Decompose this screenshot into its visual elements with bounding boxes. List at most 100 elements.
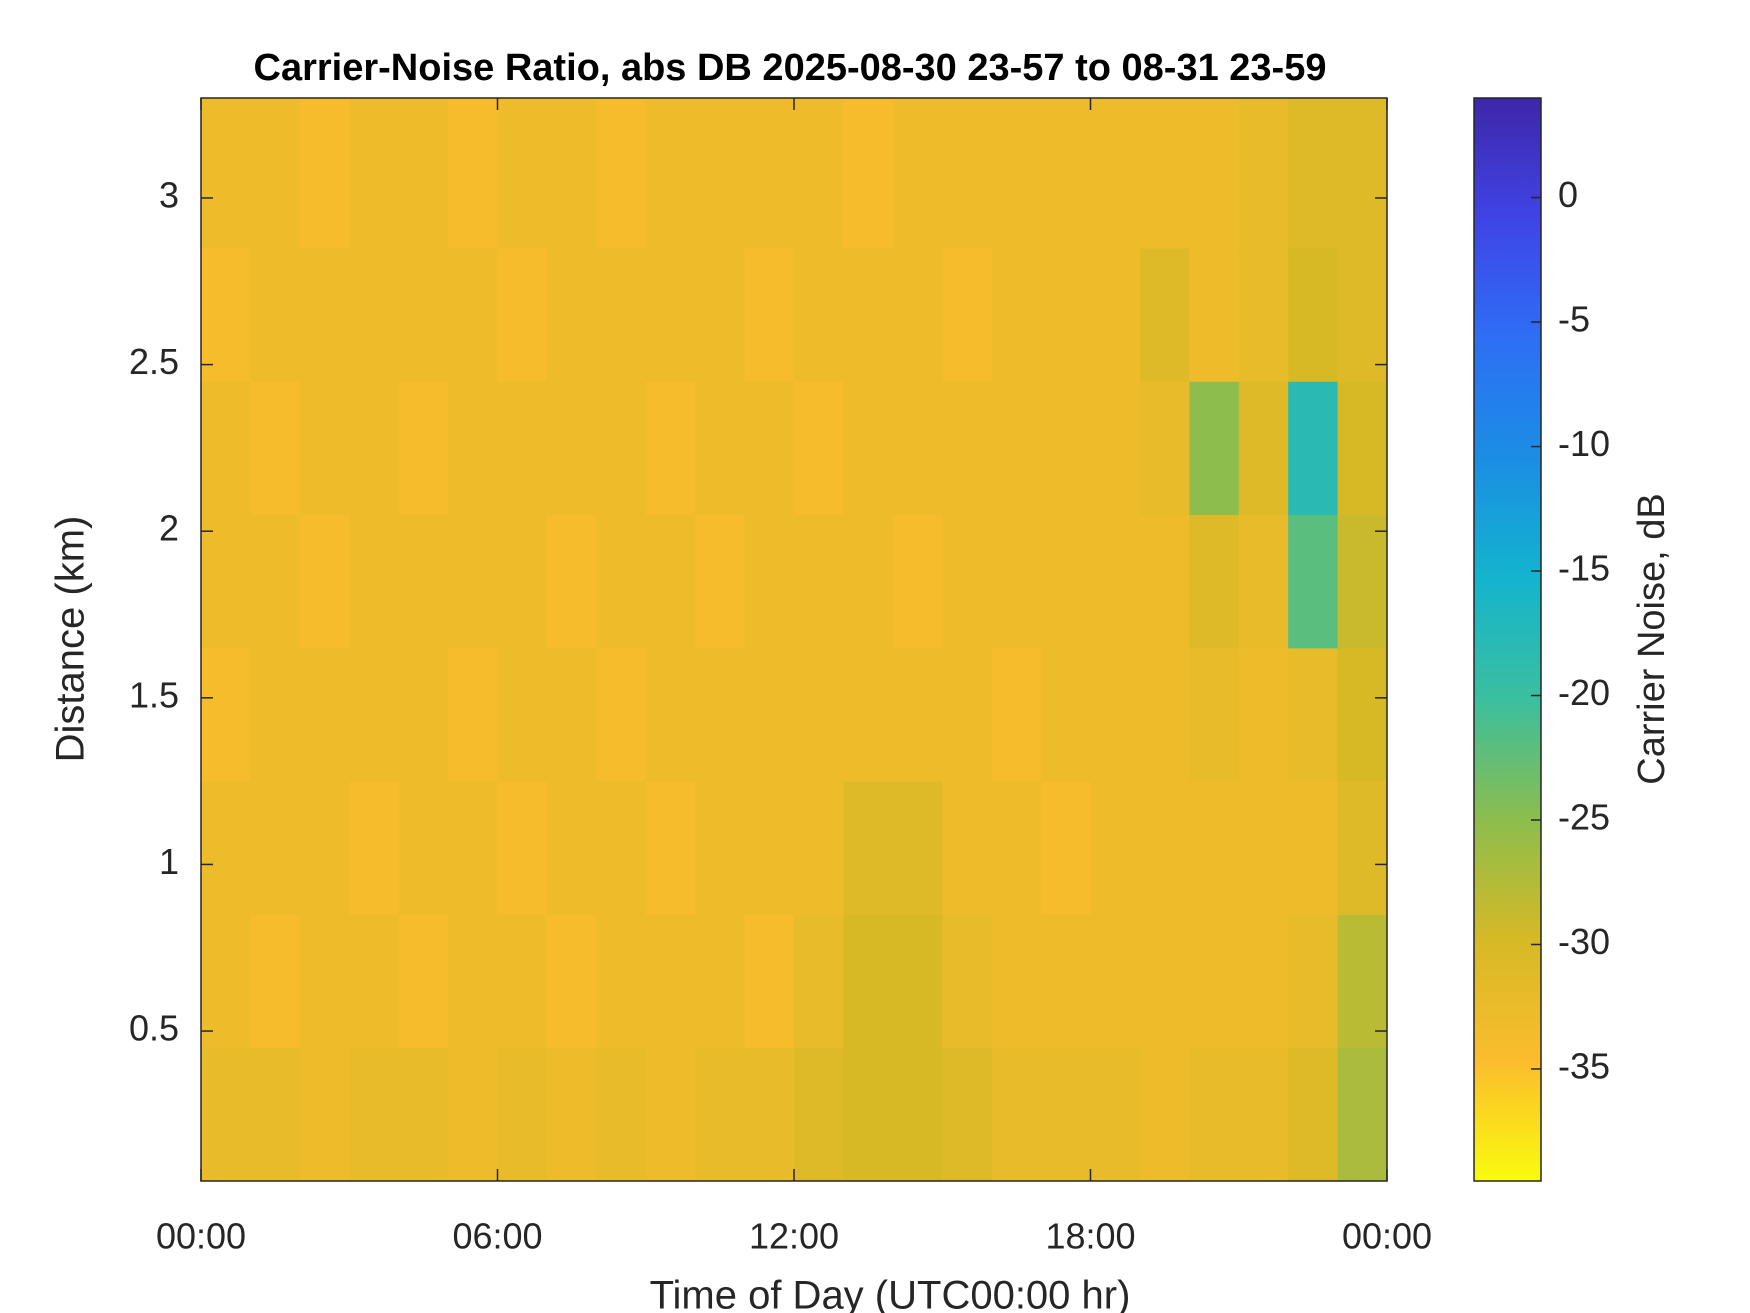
- y-tick-label: 0.5: [129, 1008, 179, 1049]
- heat-cell: [843, 914, 894, 1049]
- heat-cell: [596, 647, 647, 782]
- heat-cell: [695, 647, 746, 782]
- heat-cell: [1189, 247, 1240, 382]
- heat-cell: [250, 914, 301, 1049]
- heat-cell: [1139, 247, 1190, 382]
- heat-cell: [744, 1047, 795, 1182]
- heat-cell: [349, 647, 400, 782]
- y-tick-label: 1.5: [129, 674, 179, 715]
- heat-cell: [398, 247, 449, 382]
- heat-cell: [1238, 1047, 1289, 1182]
- heat-cell: [1189, 514, 1240, 649]
- heat-cell: [942, 1047, 993, 1182]
- heat-cell: [1238, 247, 1289, 382]
- heat-cell: [794, 98, 844, 249]
- heat-cell: [1139, 781, 1190, 915]
- heat-cell: [1189, 1047, 1240, 1182]
- heat-cell: [299, 1047, 350, 1182]
- heat-cell: [596, 98, 647, 249]
- heat-cell: [1041, 1047, 1091, 1182]
- heat-cell: [942, 914, 993, 1049]
- heat-cell: [1139, 514, 1190, 649]
- heat-cell: [497, 98, 548, 249]
- heat-cell: [497, 514, 548, 649]
- heat-cell: [1288, 381, 1339, 516]
- heat-cell: [1288, 647, 1339, 782]
- heat-cell: [497, 381, 548, 516]
- heat-cell: [794, 1047, 844, 1182]
- heat-cell: [1139, 1047, 1190, 1182]
- heat-cell: [1238, 914, 1289, 1049]
- heat-cell: [596, 381, 647, 516]
- heat-cell: [794, 781, 844, 915]
- heat-cell: [794, 514, 844, 649]
- heat-cell: [1139, 98, 1190, 249]
- heat-cell: [1090, 381, 1141, 516]
- heat-cell: [942, 514, 993, 649]
- heat-cell: [1090, 98, 1141, 249]
- heat-cell: [843, 647, 894, 782]
- heat-cell: [250, 781, 301, 915]
- x-tick-label: 00:00: [1342, 1216, 1432, 1257]
- heat-cell: [744, 514, 795, 649]
- heat-cell: [991, 781, 1042, 915]
- heat-cell: [991, 247, 1042, 382]
- heat-cell: [299, 247, 350, 382]
- heat-cell: [250, 647, 301, 782]
- heat-cell: [596, 514, 647, 649]
- heat-cell: [349, 1047, 400, 1182]
- heat-cell: [1090, 514, 1141, 649]
- heat-cell: [695, 781, 746, 915]
- heat-cell: [1337, 1047, 1388, 1182]
- heat-cell: [645, 381, 696, 516]
- heat-cell: [695, 914, 746, 1049]
- heat-cell: [1041, 247, 1091, 382]
- y-tick-label: 2.5: [129, 341, 179, 382]
- heat-cell: [398, 781, 449, 915]
- heat-cell: [794, 914, 844, 1049]
- heat-cell: [448, 781, 498, 915]
- heat-cell: [1288, 1047, 1339, 1182]
- heat-cell: [1090, 647, 1141, 782]
- x-tick-label: 18:00: [1045, 1216, 1135, 1257]
- heat-cell: [398, 381, 449, 516]
- heat-cell: [1238, 514, 1289, 649]
- heat-cell: [695, 1047, 746, 1182]
- heat-cell: [1189, 914, 1240, 1049]
- heat-cell: [744, 247, 795, 382]
- heat-cell: [201, 647, 251, 782]
- heat-cell: [892, 781, 943, 915]
- heat-cell: [1189, 98, 1240, 249]
- heat-cell: [892, 914, 943, 1049]
- heat-cell: [645, 647, 696, 782]
- heat-cell: [794, 247, 844, 382]
- heat-cell: [546, 381, 597, 516]
- heat-cell: [448, 914, 498, 1049]
- heat-cell: [892, 381, 943, 516]
- heat-cell: [497, 647, 548, 782]
- heat-cell: [744, 381, 795, 516]
- heat-cell: [250, 381, 301, 516]
- heat-cell: [1041, 381, 1091, 516]
- heat-cell: [991, 98, 1042, 249]
- heat-cell: [299, 98, 350, 249]
- heat-cell: [1288, 914, 1339, 1049]
- heat-cell: [201, 514, 251, 649]
- heat-cell: [645, 247, 696, 382]
- heat-cell: [942, 247, 993, 382]
- heat-cell: [1238, 647, 1289, 782]
- y-tick-label: 2: [159, 508, 179, 549]
- heat-cell: [794, 647, 844, 782]
- colorbar-tick-label: -25: [1558, 797, 1610, 838]
- y-tick-label: 3: [159, 174, 179, 215]
- heat-cell: [1337, 514, 1388, 649]
- heat-cell: [546, 247, 597, 382]
- heat-cell: [596, 247, 647, 382]
- heat-cell: [1041, 514, 1091, 649]
- heat-cell: [1041, 914, 1091, 1049]
- heat-cell: [299, 381, 350, 516]
- heat-cell: [942, 781, 993, 915]
- x-tick-label: 06:00: [452, 1216, 542, 1257]
- heat-cell: [546, 781, 597, 915]
- heat-cell: [546, 647, 597, 782]
